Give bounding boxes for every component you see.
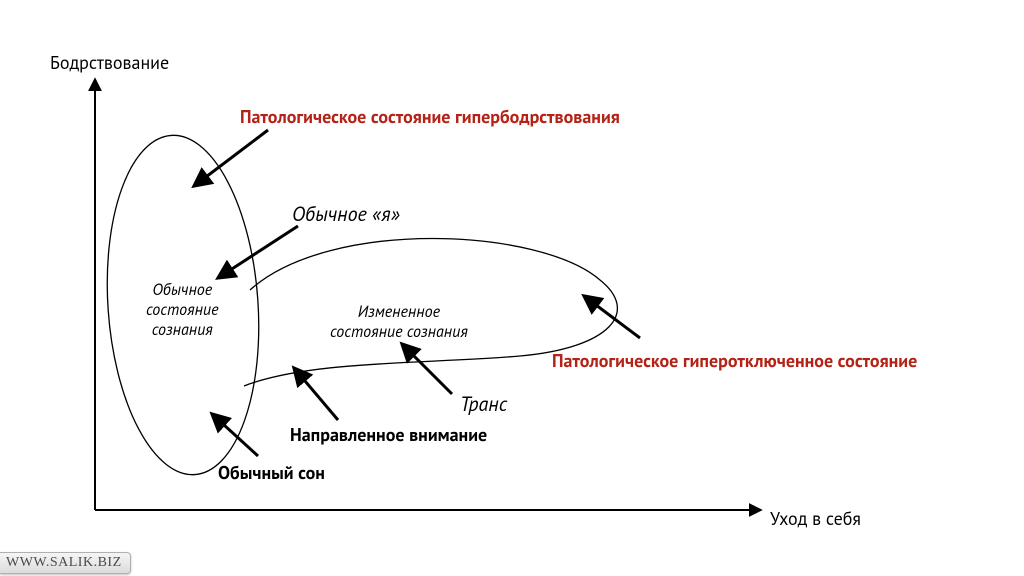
label-ordinary_self: Обычное «я»	[292, 202, 400, 227]
label-patho_hyper_wake: Патологическое состояние гипербодрствова…	[240, 106, 620, 129]
label-x-axis: Уход в себя	[770, 508, 861, 531]
label-ordinary_sleep: Обычный сон	[218, 462, 325, 485]
label-patho_hyper_off: Патологическое гиперотключенное состояни…	[552, 350, 917, 373]
arrow-self	[218, 226, 298, 278]
label-trance: Транс	[460, 392, 507, 417]
label-directed_attention: Направленное внимание	[290, 424, 487, 447]
label-altered_state: Измененноесостояние сознания	[330, 302, 468, 342]
label-ordinary_state: Обычноесостояниесознания	[146, 280, 219, 340]
arrow-sleep	[212, 414, 258, 456]
arrow-trance	[402, 344, 452, 394]
watermark: WWW.SALIK.BIZ	[0, 552, 131, 574]
label-y-axis: Бодрствование	[50, 52, 169, 75]
arrow-attention	[294, 368, 338, 420]
arrow-hyperwake	[194, 130, 268, 186]
arrow-hyperoff	[584, 296, 640, 338]
